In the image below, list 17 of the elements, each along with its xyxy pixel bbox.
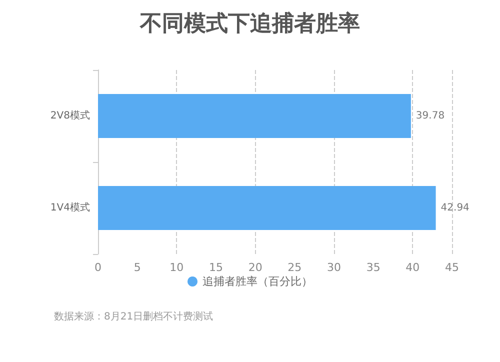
data-label: 42.94 bbox=[440, 202, 470, 214]
y-tick-label: 1V4模式 bbox=[50, 202, 90, 214]
x-tick-label: 0 bbox=[94, 261, 102, 274]
data-label: 39.78 bbox=[416, 110, 445, 122]
x-tick-label: 45 bbox=[445, 261, 459, 274]
source-note: 数据来源：8月21日删档不计费测试 bbox=[54, 310, 214, 322]
x-tick-label: 30 bbox=[327, 261, 341, 274]
x-tick-label: 25 bbox=[288, 261, 302, 274]
x-tick-label: 15 bbox=[209, 261, 223, 274]
x-tick-label: 20 bbox=[248, 261, 262, 274]
chart-title: 不同模式下追捕者胜率 bbox=[139, 10, 360, 36]
x-tick-label: 5 bbox=[134, 261, 141, 274]
x-tick-label: 35 bbox=[366, 261, 380, 274]
x-tick-label: 40 bbox=[406, 261, 420, 274]
y-tick-label: 2V8模式 bbox=[50, 110, 90, 122]
x-tick-label: 10 bbox=[170, 261, 184, 274]
legend-label: 追捕者胜率（百分比） bbox=[202, 275, 312, 288]
